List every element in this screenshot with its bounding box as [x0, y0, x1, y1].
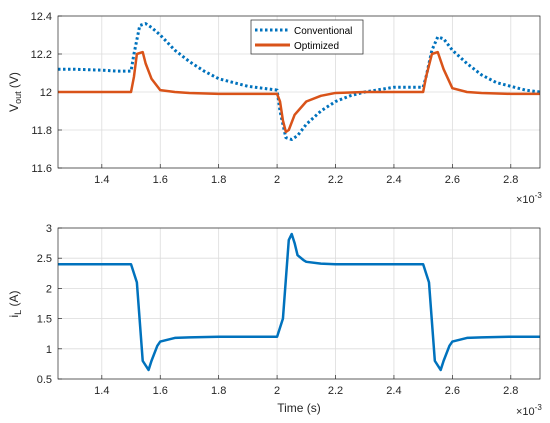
il-x-tick-label: 1.6	[153, 385, 168, 397]
legend-label-conventional: Conventional	[294, 26, 352, 37]
il-x-tick-label: 2.8	[503, 385, 518, 397]
il-x-tick-label: 2.2	[328, 385, 343, 397]
vout-x-tick-label: 2.6	[445, 174, 460, 186]
vout-series-line-1	[58, 50, 540, 134]
vout-x-tick-label: 2.2	[328, 174, 343, 186]
vout-y-tick-label: 11.6	[31, 163, 52, 175]
il-x-tick-label: 2.4	[386, 385, 401, 397]
il-series-line-0	[58, 232, 540, 372]
il-y-tick-label: 1.5	[37, 314, 52, 326]
il-x-tick-label: 1.8	[211, 385, 226, 397]
il-series	[58, 232, 540, 372]
il-x-tick-label: 2.6	[445, 385, 460, 397]
vout-series	[58, 22, 541, 141]
vout-x-tick-label: 2.4	[386, 174, 401, 186]
il-plot-area	[58, 228, 540, 379]
vout-x-multiplier: ×10-3	[516, 191, 542, 206]
il-x-tick-label: 2	[274, 385, 280, 397]
il-x-tick-label: 1.4	[94, 385, 109, 397]
il-xlabel: Time (s)	[277, 401, 321, 415]
vout-x-tick-label: 2.8	[503, 174, 518, 186]
vout-x-tick-label: 1.6	[153, 174, 168, 186]
il-ticks: 1.4 1.6 1.8 2 2.2 2.4 2.6 2.8 0.5 1 1.5 2 2.5 3	[37, 223, 519, 397]
il-y-tick-label: 2.5	[37, 253, 52, 265]
il-y-tick-label: 3	[46, 223, 52, 235]
vout-y-tick-label: 12.2	[31, 49, 52, 61]
il-y-tick-label: 2	[46, 283, 52, 295]
il-axes: 1.4 1.6 1.8 2 2.2 2.4 2.6 2.8 0.5 1 1.5 2 2.5 3 iL (A…	[7, 223, 542, 418]
vout-ylabel: Vout (V)	[7, 72, 23, 112]
vout-legend: Conventional Optimized	[250, 19, 364, 55]
vout-x-tick-label: 1.4	[94, 174, 109, 186]
vout-y-tick-label: 11.8	[31, 125, 52, 137]
il-y-tick-label: 0.5	[37, 374, 52, 386]
vout-axes: 1.4 1.6 1.8 2 2.2 2.4 2.6 2.8 11.6 11.8 12 12.2 12.4…	[7, 11, 542, 206]
il-x-multiplier: ×10-3	[516, 403, 542, 418]
legend-box	[250, 19, 364, 55]
vout-series-line-0	[58, 22, 541, 141]
vout-axes-box	[57, 15, 541, 169]
vout-x-tick-label: 2	[274, 174, 280, 186]
vout-ticks: 1.4 1.6 1.8 2 2.2 2.4 2.6 2.8 11.6 11.8 12 12.2 12.4	[31, 11, 519, 186]
il-y-tick-label: 1	[46, 344, 52, 356]
vout-x-tick-label: 1.8	[211, 174, 226, 186]
il-ylabel: iL (A)	[7, 290, 23, 317]
il-axes-box	[57, 227, 541, 380]
legend-label-optimized: Optimized	[294, 41, 339, 52]
vout-y-tick-label: 12.4	[31, 11, 52, 23]
vout-y-tick-label: 12	[40, 87, 52, 99]
